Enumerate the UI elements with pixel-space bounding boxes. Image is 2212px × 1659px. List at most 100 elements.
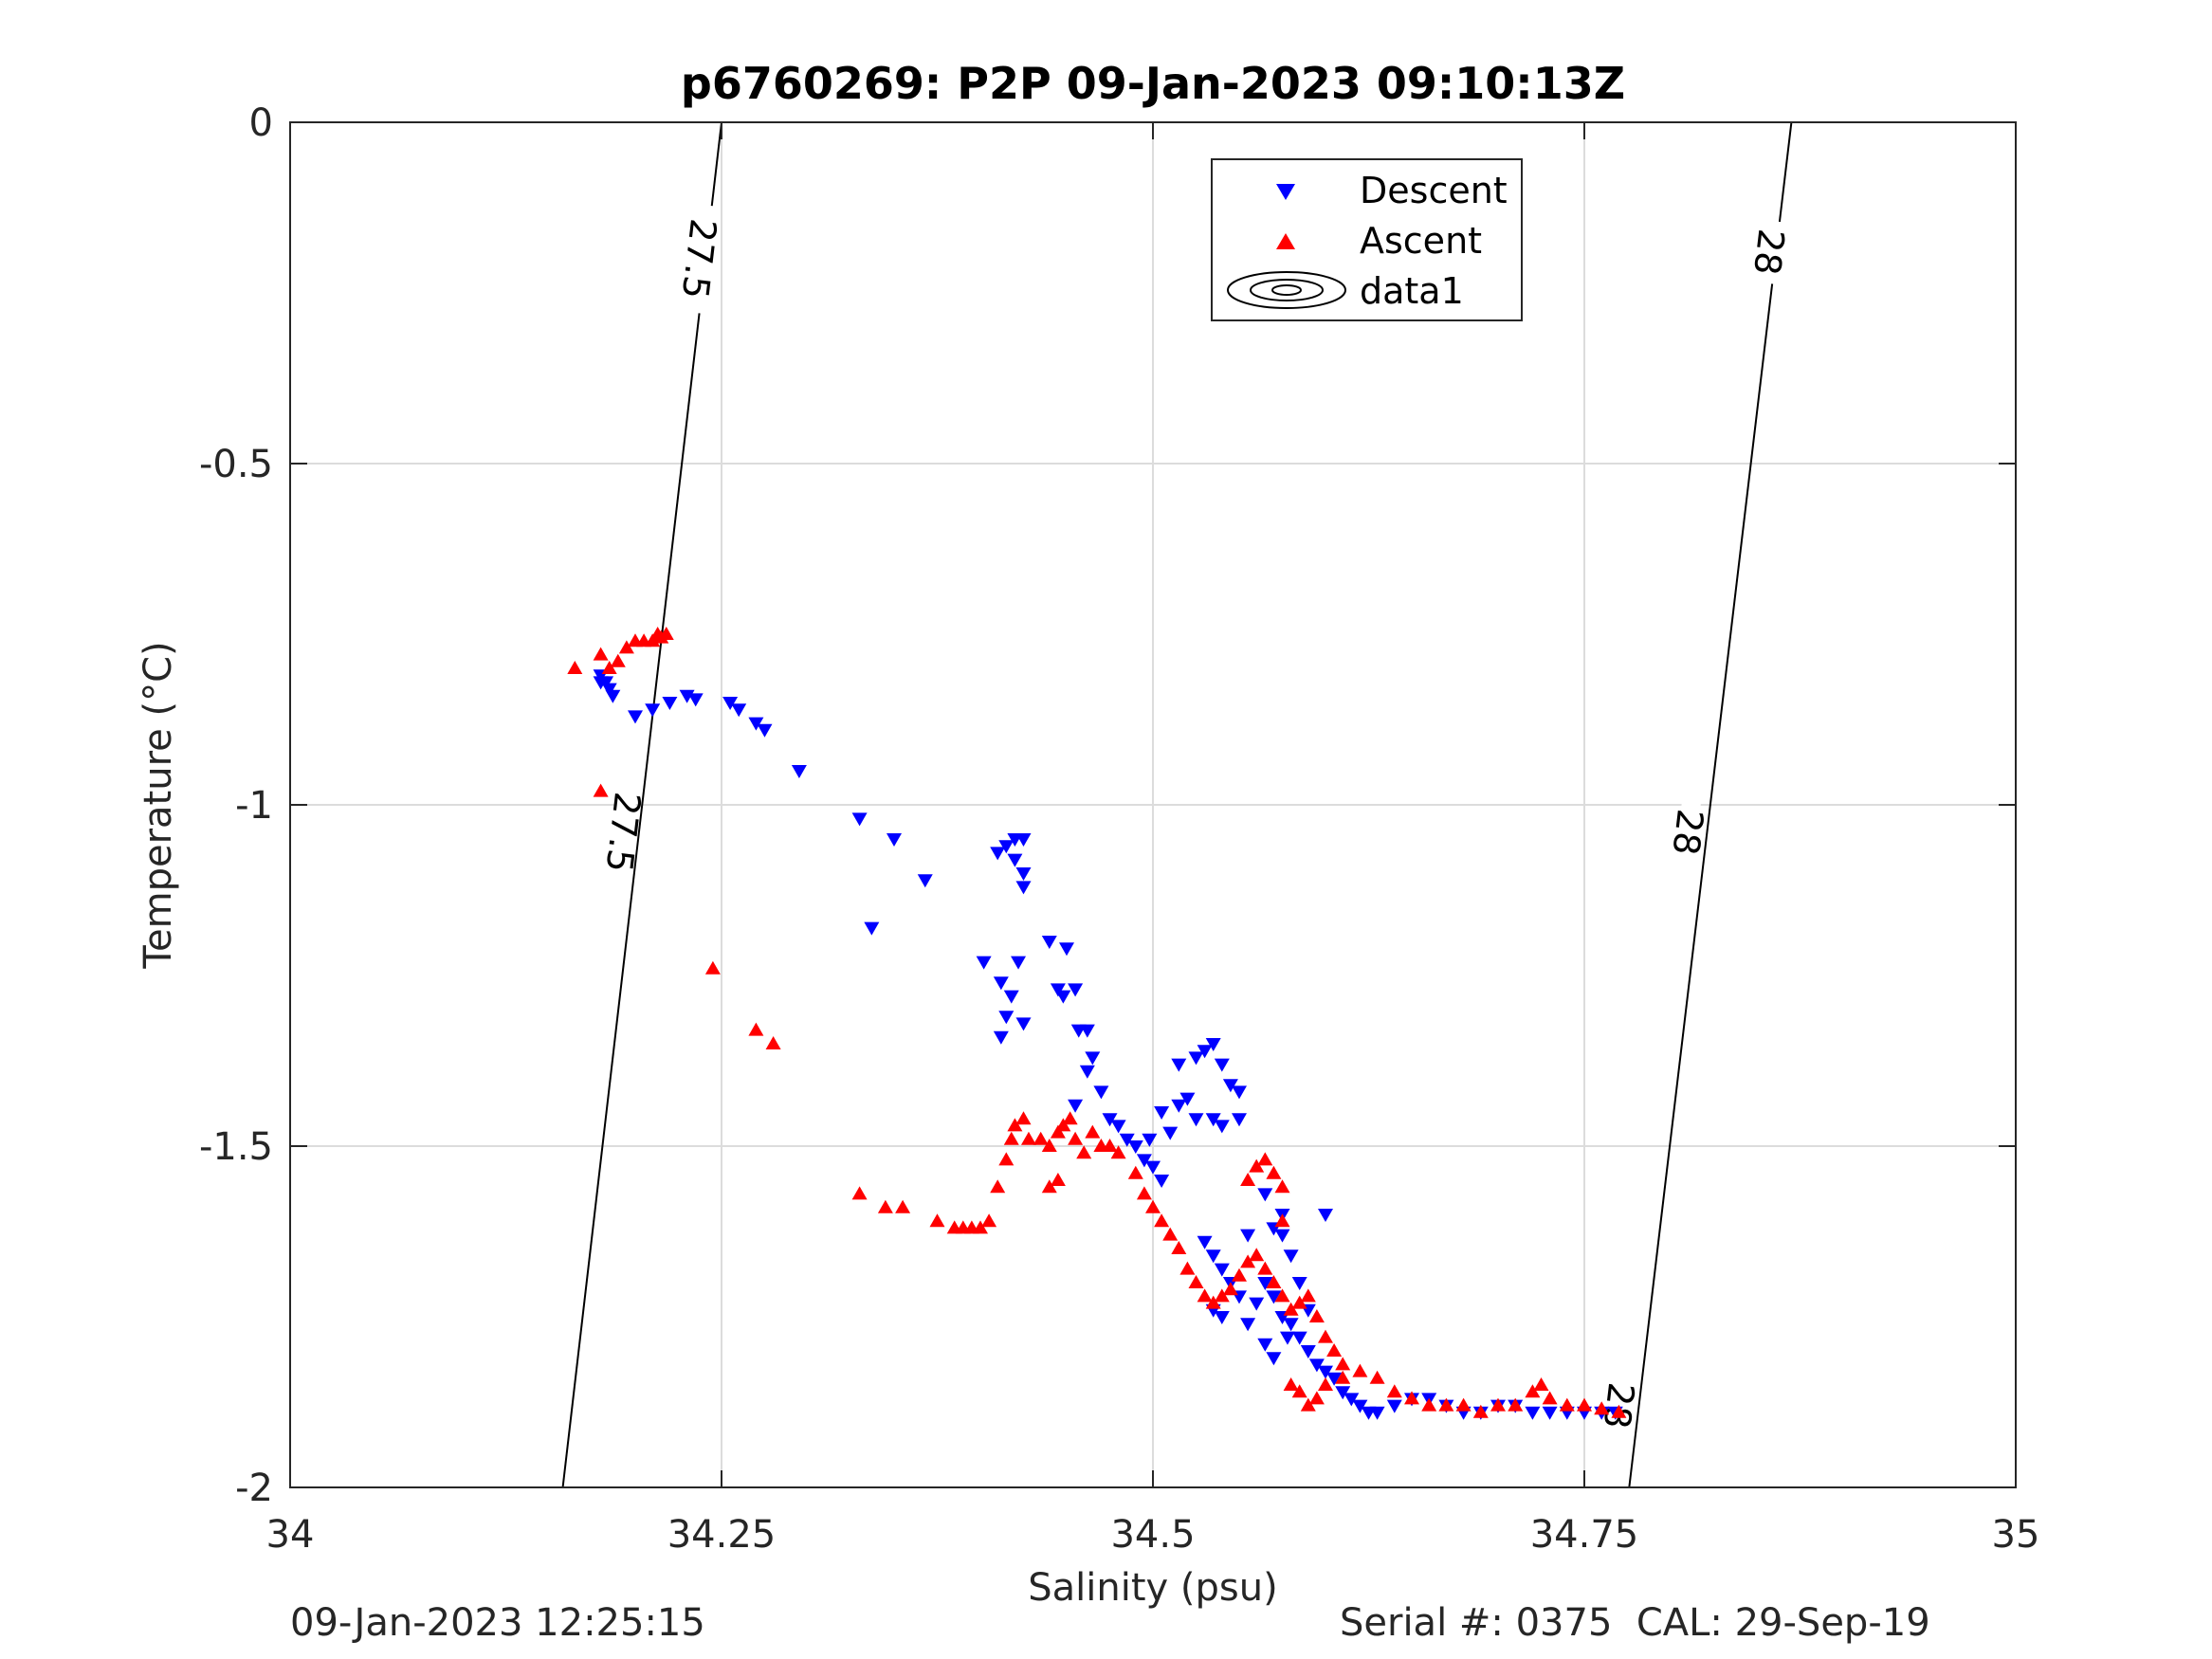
ascent-point-52 bbox=[1205, 1295, 1221, 1309]
descent-point-26 bbox=[976, 956, 992, 970]
descent-point-34 bbox=[1059, 942, 1074, 957]
legend-box bbox=[1211, 158, 1523, 321]
ascent-point-76 bbox=[1490, 1397, 1506, 1412]
descent-point-99 bbox=[1542, 1406, 1558, 1420]
descent-point-16 bbox=[887, 833, 902, 847]
descent-point-5 bbox=[628, 710, 643, 724]
descent-point-33 bbox=[1041, 936, 1057, 949]
ascent-point-15 bbox=[851, 1186, 868, 1200]
x-tick-label-3: 34.75 bbox=[1530, 1513, 1639, 1557]
y-tick-label-1: -0.5 bbox=[199, 443, 273, 486]
contour-label-1-0: 28 bbox=[1746, 219, 1792, 284]
ascent-series bbox=[567, 627, 1627, 1418]
descent-point-69 bbox=[1214, 1263, 1230, 1277]
ascent-point-54 bbox=[1222, 1282, 1238, 1296]
descent-point-36 bbox=[1055, 990, 1071, 1004]
contour-line-0 bbox=[561, 121, 722, 1488]
ascent-point-72 bbox=[1421, 1397, 1437, 1412]
descent-point-68 bbox=[1205, 1249, 1221, 1264]
descent-point-56 bbox=[1188, 1113, 1204, 1127]
descent-point-112 bbox=[1240, 1229, 1256, 1243]
ascent-point-23 bbox=[981, 1213, 997, 1228]
ascent-point-92 bbox=[1291, 1384, 1307, 1398]
ascent-point-48 bbox=[1171, 1241, 1187, 1254]
descent-point-109 bbox=[1318, 1209, 1333, 1222]
descent-point-62 bbox=[1197, 1045, 1213, 1059]
svg-text:27.5: 27.5 bbox=[598, 790, 649, 874]
ascent-point-29 bbox=[1020, 1131, 1036, 1145]
descent-point-50 bbox=[1162, 1126, 1179, 1140]
descent-point-46 bbox=[1127, 1140, 1143, 1154]
descent-point-110 bbox=[1257, 1188, 1273, 1202]
ascent-point-93 bbox=[1300, 1397, 1316, 1412]
descent-point-30 bbox=[998, 1011, 1015, 1025]
ascent-point-63 bbox=[1300, 1288, 1316, 1303]
ascent-point-12 bbox=[704, 960, 721, 975]
ascent-point-59 bbox=[1266, 1275, 1282, 1288]
ascent-point-46 bbox=[1154, 1213, 1170, 1228]
ascent-point-17 bbox=[895, 1199, 911, 1213]
y-axis-label: Temperature (°C) bbox=[137, 641, 180, 969]
ascent-point-3 bbox=[610, 653, 626, 667]
ascent-point-68 bbox=[1352, 1363, 1368, 1377]
ascent-point-73 bbox=[1438, 1397, 1454, 1412]
ascent-point-42 bbox=[1110, 1145, 1126, 1159]
ascent-point-30 bbox=[1033, 1131, 1049, 1145]
ascent-point-0 bbox=[567, 661, 583, 674]
descent-point-3 bbox=[605, 689, 621, 703]
ascent-point-33 bbox=[1055, 1118, 1071, 1132]
ascent-point-51 bbox=[1197, 1288, 1213, 1303]
contour-line-1 bbox=[1628, 121, 1793, 1488]
footer-timestamp: 09-Jan-2023 12:25:15 bbox=[290, 1601, 705, 1645]
ascent-point-2 bbox=[601, 661, 617, 674]
ascent-point-47 bbox=[1162, 1227, 1179, 1241]
descent-point-65 bbox=[1222, 1079, 1238, 1093]
ascent-point-25 bbox=[998, 1152, 1015, 1166]
chart-title: p6760269: P2P 09-Jan-2023 09:10:13Z bbox=[681, 58, 1625, 109]
y-tick-label-0: 0 bbox=[249, 101, 273, 145]
ascent-point-41 bbox=[1102, 1139, 1118, 1152]
ascent-point-38 bbox=[1076, 1145, 1092, 1159]
descent-point-63 bbox=[1205, 1038, 1221, 1051]
ascent-point-64 bbox=[1308, 1309, 1325, 1322]
descent-point-113 bbox=[1257, 1338, 1273, 1352]
legend: Descent Ascent data1 bbox=[1211, 158, 1523, 321]
ascent-point-58 bbox=[1257, 1261, 1273, 1275]
descent-point-59 bbox=[1232, 1113, 1247, 1127]
ascent-point-65 bbox=[1318, 1329, 1333, 1343]
descent-point-80 bbox=[1291, 1331, 1307, 1345]
ascent-point-22 bbox=[973, 1220, 988, 1234]
svg-text:27.5: 27.5 bbox=[674, 216, 724, 301]
descent-point-42 bbox=[1093, 1085, 1109, 1100]
ascent-point-80 bbox=[1542, 1391, 1558, 1405]
ascent-point-37 bbox=[1068, 1131, 1084, 1145]
descent-point-58 bbox=[1214, 1120, 1230, 1134]
ascent-point-88 bbox=[1274, 1179, 1290, 1194]
descent-point-107 bbox=[1291, 1277, 1307, 1290]
descent-point-8 bbox=[679, 689, 695, 703]
ascent-point-81 bbox=[1559, 1397, 1575, 1412]
ascent-point-83 bbox=[1594, 1401, 1610, 1415]
descent-point-35 bbox=[1050, 983, 1066, 997]
descent-point-48 bbox=[1145, 1160, 1161, 1175]
x-axis-ticks: 34 34.25 34.5 34.75 35 bbox=[266, 122, 2040, 1557]
ascent-point-39 bbox=[1085, 1124, 1101, 1139]
descent-point-115 bbox=[1279, 1331, 1295, 1345]
legend-ascent-marker bbox=[1276, 233, 1295, 249]
ascent-point-67 bbox=[1335, 1357, 1351, 1371]
descent-point-17 bbox=[864, 921, 880, 936]
ascent-point-69 bbox=[1369, 1370, 1385, 1384]
descent-point-61 bbox=[1188, 1051, 1204, 1066]
legend-descent-label: Descent bbox=[1360, 170, 1508, 211]
x-tick-label-4: 35 bbox=[1992, 1513, 2040, 1557]
descent-point-106 bbox=[1283, 1249, 1299, 1264]
descent-point-9 bbox=[687, 693, 704, 707]
descent-point-14 bbox=[791, 765, 807, 778]
descent-point-37 bbox=[1068, 983, 1084, 997]
descent-point-86 bbox=[1344, 1393, 1360, 1407]
ascent-point-28 bbox=[1015, 1111, 1032, 1125]
ascent-point-7 bbox=[645, 633, 661, 647]
descent-point-18 bbox=[917, 874, 933, 888]
descent-point-81 bbox=[1300, 1345, 1316, 1358]
descent-point-41 bbox=[1085, 1051, 1101, 1066]
